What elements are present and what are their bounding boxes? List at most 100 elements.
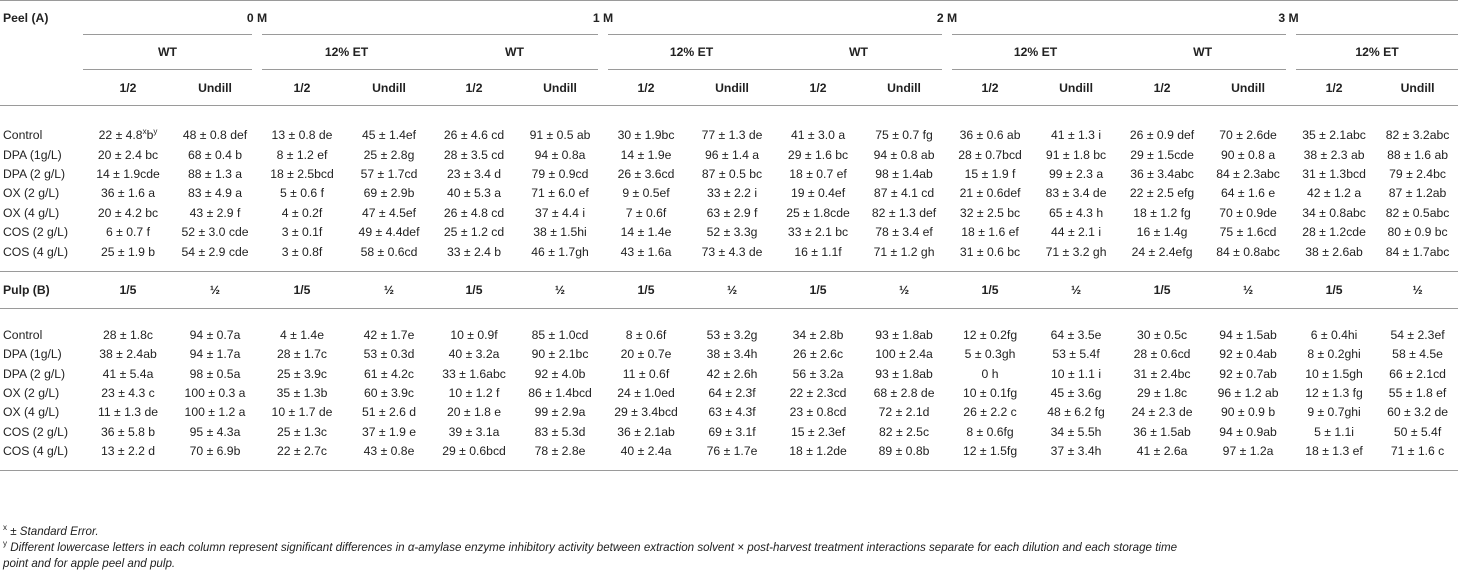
table-cell: 78 ± 2.8e	[534, 444, 586, 459]
table-cell: 28 ± 1.8c	[102, 327, 154, 342]
table-cell: 79 ± 2.4bc	[1389, 166, 1446, 181]
table-cell: 37 ± 4.4 i	[534, 205, 586, 220]
table-cell: 39 ± 3.1a	[448, 424, 500, 439]
table-cell: 29 ± 0.6bcd	[442, 444, 506, 459]
row-label: COS (4 g/L)	[3, 244, 69, 259]
dilution-header: 1/5	[1325, 282, 1343, 297]
table-cell: 16 ± 1.4g	[1136, 225, 1188, 240]
dilution-header: 1/5	[119, 282, 137, 297]
table-cell: 71 ± 6.0 ef	[531, 186, 589, 201]
table-cell: 24 ± 2.3 de	[1131, 405, 1193, 420]
table-cell: 9 ± 0.5ef	[622, 186, 670, 201]
table-cell: 66 ± 2.1cd	[1389, 366, 1446, 381]
table-cell: 10 ± 1.1 i	[1051, 366, 1102, 381]
table-cell: 77 ± 1.3 de	[701, 128, 763, 143]
table-cell: 26 ± 0.9 def	[1129, 128, 1195, 143]
table-cell: 54 ± 2.3ef	[1390, 327, 1445, 342]
table-cell: 90 ± 0.8 a	[1220, 147, 1276, 162]
table-cell: 82 ± 3.2abc	[1385, 128, 1450, 143]
table-cell: 84 ± 2.3abc	[1216, 166, 1280, 181]
dilution-header: 1/5	[1153, 282, 1171, 297]
row-label: COS (2 g/L)	[3, 424, 69, 439]
table-row: DPA (2 g/L) 14 ± 1.9cde 88 ± 1.3 a 18 ± 2.5…	[0, 164, 1458, 183]
pulp-dilution-header-row: Pulp (B) 1/5 ½ 1/5 ½ 1/5 ½ 1/5 ½ 1/5 ½ 1/5 ½ 1/5 ½ 1/5…	[0, 271, 1458, 309]
table-cell: 26 ± 2.2 c	[963, 405, 1017, 420]
row-label: OX (4 g/L)	[3, 405, 60, 420]
table-cell: 12 ± 0.2fg	[962, 327, 1018, 342]
dilution-header: Undill	[887, 80, 921, 95]
table-cell: 13 ± 0.8 de	[271, 128, 333, 143]
table-cell: 14 ± 1.9e	[620, 147, 672, 162]
table-cell: 94 ± 0.8a	[534, 147, 586, 162]
dilution-header: Undill	[372, 80, 406, 95]
footnotes: x ± Standard Error. y Different lowercas…	[3, 524, 1177, 572]
table-cell: 91 ± 0.5 ab	[529, 128, 591, 143]
row-label: DPA (1g/L)	[3, 147, 62, 162]
table-cell: 31 ± 0.6 bc	[959, 244, 1021, 259]
table-cell: 21 ± 0.6def	[959, 186, 1021, 201]
dilution-header: ½	[383, 282, 395, 297]
table-cell: 18 ± 1.6 ef	[961, 225, 1019, 240]
table-cell: 42 ± 1.7e	[363, 327, 415, 342]
table-row: Control 22 ± 4.8xby 48 ± 0.8 def 13 ± 0.8 d…	[0, 126, 1458, 145]
table-row: DPA (2 g/L) 41 ± 5.4a 98 ± 0.5a 25 ± 3.9c 61…	[0, 364, 1458, 383]
table-cell: 64 ± 3.5e	[1050, 327, 1102, 342]
table-cell: 41 ± 5.4a	[102, 366, 154, 381]
table-cell: 93 ± 1.8ab	[875, 366, 933, 381]
table-cell: 28 ± 0.7bcd	[958, 147, 1022, 162]
dilution-header: ½	[209, 282, 221, 297]
table-cell: 10 ± 0.9f	[450, 327, 498, 342]
table-row: DPA (1g/L) 20 ± 2.4 bc 68 ± 0.4 b 8 ± 1.2 e…	[0, 145, 1458, 164]
table-cell: 16 ± 1.1f	[794, 244, 842, 259]
table-cell: 64 ± 2.3f	[708, 386, 756, 401]
table-cell: 29 ± 1.5cde	[1130, 147, 1194, 162]
table-cell: 87 ± 4.1 cd	[873, 186, 935, 201]
dilution-header: 1/5	[293, 282, 311, 297]
table-cell: 28 ± 1.7c	[276, 347, 328, 362]
table-cell: 10 ± 1.7 de	[271, 405, 333, 420]
table-cell: 61 ± 4.2c	[363, 366, 415, 381]
table-cell: 5 ± 0.3gh	[964, 347, 1016, 362]
table-cell: 20 ± 4.2 bc	[97, 205, 159, 220]
table-row: OX (2 g/L) 23 ± 4.3 c 100 ± 0.3 a 35 ± 1.3b…	[0, 383, 1458, 402]
table-cell: 93 ± 1.8ab	[875, 327, 933, 342]
table-row: Control 28 ± 1.8c 94 ± 0.7a 4 ± 1.4e 42 ± 1.…	[0, 325, 1458, 344]
table-cell: 38 ± 3.4h	[706, 347, 758, 362]
peel-table-body: Control 22 ± 4.8xby 48 ± 0.8 def 13 ± 0.8 d…	[0, 106, 1458, 272]
table-cell: 54 ± 2.9 cde	[181, 244, 249, 259]
table-cell: 78 ± 3.4 ef	[875, 225, 933, 240]
table-cell: 8 ± 0.2ghi	[1307, 347, 1361, 362]
dilution-header: Undill	[1400, 80, 1435, 95]
table-cell: 29 ± 1.6 bc	[787, 147, 849, 162]
table-cell: 87 ± 1.2ab	[1388, 186, 1447, 201]
table-cell: 3 ± 0.8f	[281, 244, 323, 259]
table-cell: 53 ± 3.2g	[706, 327, 758, 342]
group-header: 12% ET	[251, 34, 432, 70]
table-cell: 18 ± 2.5bcd	[270, 166, 334, 181]
table-cell: 70 ± 2.6de	[1219, 128, 1277, 143]
table-cell: 71 ± 3.2 gh	[1045, 244, 1107, 259]
table-cell: 43 ± 2.9 f	[189, 205, 241, 220]
table-cell: 3 ± 0.1f	[281, 225, 323, 240]
table-cell: 99 ± 2.9a	[534, 405, 586, 420]
month-header-3: 3 M	[1119, 0, 1458, 35]
table-cell: 97 ± 1.2a	[1222, 444, 1274, 459]
table-cell: 9 ± 0.7ghi	[1307, 405, 1361, 420]
table-cell: 34 ± 2.8b	[792, 327, 844, 342]
table-row: COS (2 g/L) 36 ± 5.8 b 95 ± 4.3a 25 ± 1.3c 3…	[0, 422, 1458, 441]
table-cell: 43 ± 1.6a	[620, 244, 672, 259]
table-cell: 38 ± 2.4ab	[99, 347, 157, 362]
group-header: WT	[1119, 34, 1297, 70]
table-cell: 69 ± 3.1f	[708, 424, 756, 439]
month-header-2: 2 M	[775, 0, 1120, 35]
table-cell: 37 ± 3.4h	[1050, 444, 1102, 459]
group-header: 12% ET	[942, 34, 1120, 70]
table-cell: 95 ± 4.3a	[189, 424, 241, 439]
table-cell: 4 ± 0.2f	[281, 205, 323, 220]
pulp-table-body: Control 28 ± 1.8c 94 ± 0.7a 4 ± 1.4e 42 ± 1.…	[0, 308, 1458, 471]
table-cell: 53 ± 0.3d	[363, 347, 415, 362]
table-cell: 36 ± 1.6 a	[100, 186, 156, 201]
row-label: OX (2 g/L)	[3, 186, 60, 201]
group-header: 12% ET	[598, 34, 776, 70]
table-row: COS (4 g/L) 25 ± 1.9 b 54 ± 2.9 cde 3 ± 0.8…	[0, 242, 1458, 261]
